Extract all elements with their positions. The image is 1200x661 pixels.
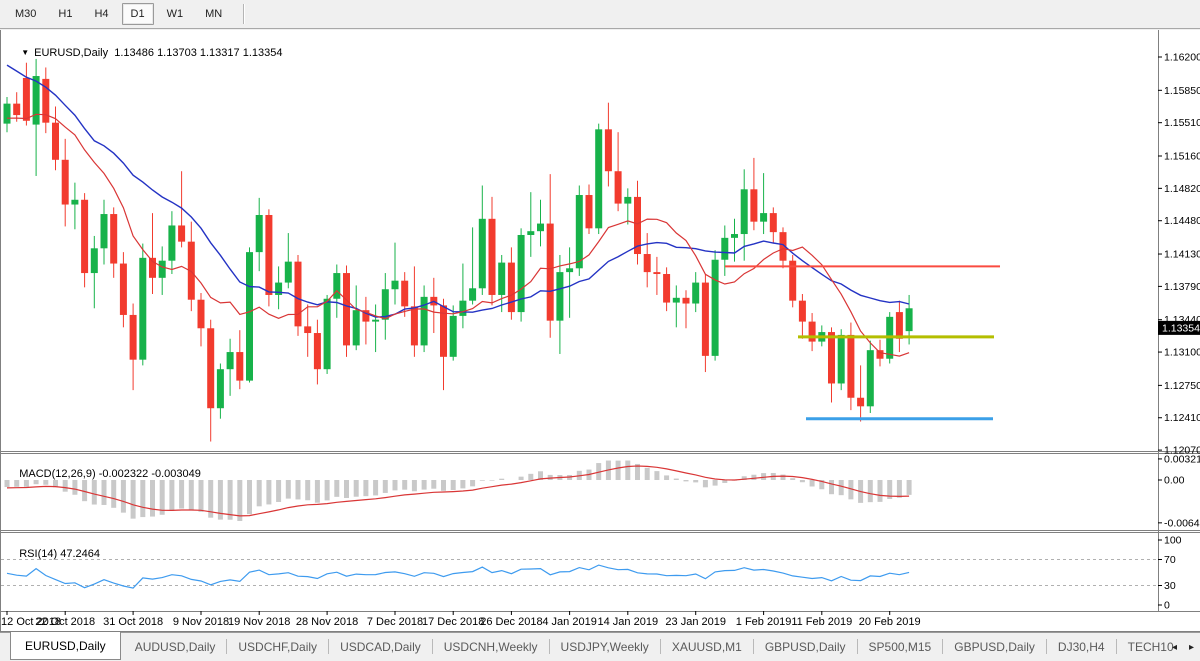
chart-tab-audusd-daily[interactable]: AUDUSD,Daily [134, 639, 216, 654]
chart-canvas[interactable]: 1.16200 1.15850 1.15510 1.15160 1.14820 1.144… [1, 30, 1200, 632]
chart-tab-xauusd-m1[interactable]: XAUUSD,M1 [671, 639, 742, 654]
svg-text:1 Feb 2019: 1 Feb 2019 [736, 616, 792, 628]
svg-text:1.12070: 1.12070 [1164, 445, 1200, 457]
svg-text:70: 70 [1164, 554, 1176, 566]
chart-tab-bar: EURUSD,Daily AUDUSD,Daily USDCHF,Daily USDC… [0, 632, 1200, 660]
toolbar-separator [243, 4, 245, 24]
svg-text:1.15510: 1.15510 [1164, 117, 1200, 129]
chart-tab-usdcad-daily[interactable]: USDCAD,Daily [340, 639, 421, 654]
svg-text:0: 0 [1164, 600, 1170, 612]
svg-text:1.13354: 1.13354 [1162, 322, 1200, 334]
chart-window: ▼ EURUSD,Daily 1.13486 1.13703 1.13317 1.… [0, 30, 1200, 632]
svg-text:14 Jan 2019: 14 Jan 2019 [598, 616, 659, 628]
chart-dropdown-icon[interactable]: ▼ [21, 48, 30, 57]
tab-separator [226, 639, 228, 654]
rsi-indicator-value: 47.2464 [60, 548, 100, 560]
svg-text:20 Feb 2019: 20 Feb 2019 [859, 616, 921, 628]
chart-tab-usdcnh-weekly[interactable]: USDCNH,Weekly [443, 639, 538, 654]
svg-text:1.14130: 1.14130 [1164, 249, 1200, 261]
tab-separator [856, 639, 858, 654]
svg-text:1.12750: 1.12750 [1164, 380, 1200, 392]
svg-text:4 Jan 2019: 4 Jan 2019 [542, 616, 596, 628]
chart-ohlc-values: 1.13486 1.13703 1.13317 1.13354 [114, 47, 283, 59]
chart-tab-gbpusd-daily[interactable]: GBPUSD,Daily [954, 639, 1035, 654]
svg-text:0.00: 0.00 [1164, 475, 1185, 487]
chart-tab-tech10[interactable]: TECH10 [1127, 639, 1174, 654]
macd-label: MACD(12,26,9) -0.002322 -0.003049 [7, 456, 201, 492]
rsi-indicator-name: RSI(14) [19, 548, 58, 560]
svg-text:1.14480: 1.14480 [1164, 215, 1200, 227]
svg-text:1.12410: 1.12410 [1164, 412, 1200, 424]
svg-text:26 Dec 2018: 26 Dec 2018 [480, 616, 542, 628]
svg-text:1.13100: 1.13100 [1164, 347, 1200, 359]
chart-tab-dj30-h4[interactable]: DJ30,H4 [1057, 639, 1105, 654]
svg-text:1.13790: 1.13790 [1164, 281, 1200, 293]
svg-text:9 Nov 2018: 9 Nov 2018 [173, 616, 229, 628]
timeframe-button-m30[interactable]: M30 [15, 8, 37, 20]
tab-separator [1115, 639, 1117, 654]
rsi-label: RSI(14) 47.2464 [7, 536, 100, 572]
timeframe-button-h4[interactable]: H4 [94, 8, 109, 20]
svg-text:0.003216: 0.003216 [1164, 453, 1200, 465]
timeframe-button-h1[interactable]: H1 [58, 8, 73, 20]
chart-title[interactable]: ▼ EURUSD,Daily 1.13486 1.13703 1.13317 1.… [9, 35, 282, 71]
chart-tab-usdchf-daily[interactable]: USDCHF,Daily [238, 639, 318, 654]
svg-text:1.16200: 1.16200 [1164, 52, 1200, 64]
svg-text:7 Dec 2018: 7 Dec 2018 [367, 616, 423, 628]
chart-tab-gbpusd-daily[interactable]: GBPUSD,Daily [764, 639, 846, 654]
svg-text:19 Nov 2018: 19 Nov 2018 [228, 616, 290, 628]
svg-text:22 Oct 2018: 22 Oct 2018 [35, 616, 95, 628]
tab-separator [1045, 639, 1047, 654]
timeframe-toolbar: M30 H1 H4 D1 W1 MN [0, 0, 1200, 29]
tab-separator [659, 639, 661, 654]
tab-separator [328, 639, 330, 654]
svg-text:23 Jan 2019: 23 Jan 2019 [665, 616, 726, 628]
tab-scroll-right-icon[interactable]: ▸ [1188, 641, 1194, 653]
chart-tab-usdjpy-weekly[interactable]: USDJPY,Weekly [560, 639, 649, 654]
svg-text:100: 100 [1164, 535, 1182, 547]
chart-tab-sp500-m15[interactable]: SP500,M15 [868, 639, 932, 654]
svg-text:17 Dec 2018: 17 Dec 2018 [422, 616, 484, 628]
timeframe-button-d1[interactable]: D1 [121, 3, 154, 25]
tab-scroll-left-icon[interactable]: ◂ [1171, 641, 1177, 653]
tab-separator [942, 639, 944, 654]
svg-text:30: 30 [1164, 580, 1176, 592]
macd-indicator-name: MACD(12,26,9) [19, 468, 96, 480]
timeframe-button-mn[interactable]: MN [205, 8, 223, 20]
chart-tab-eurusd-daily[interactable]: EURUSD,Daily [10, 632, 121, 660]
svg-text:28 Nov 2018: 28 Nov 2018 [296, 616, 358, 628]
tab-scroll-controls: ◂ ▸ [1172, 633, 1196, 661]
tab-separator [431, 639, 433, 654]
svg-text:1.14820: 1.14820 [1164, 183, 1200, 195]
timeframe-button-w1[interactable]: W1 [166, 8, 184, 20]
svg-text:-0.006485: -0.006485 [1164, 517, 1200, 529]
macd-indicator-values: -0.002322 -0.003049 [98, 468, 201, 480]
svg-text:1.15850: 1.15850 [1164, 85, 1200, 97]
svg-text:31 Oct 2018: 31 Oct 2018 [103, 616, 163, 628]
svg-text:1.15160: 1.15160 [1164, 150, 1200, 162]
chart-symbol-label: EURUSD,Daily [34, 47, 109, 59]
current-price-tag [1158, 320, 1200, 335]
tab-separator [752, 639, 754, 654]
svg-text:11 Feb 2019: 11 Feb 2019 [791, 616, 852, 628]
svg-text:12 Oct 2018: 12 Oct 2018 [1, 616, 61, 628]
tab-separator [548, 639, 550, 654]
